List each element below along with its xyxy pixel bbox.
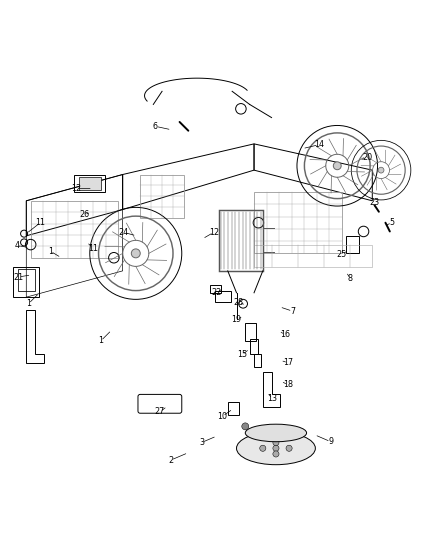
Bar (250, 339, 258, 354)
Text: 17: 17 (283, 358, 293, 367)
Bar (79, 177, 101, 190)
Circle shape (273, 445, 279, 451)
Bar (18, 269, 35, 290)
Text: 16: 16 (281, 330, 290, 339)
Circle shape (273, 440, 279, 446)
Text: 11: 11 (35, 218, 45, 227)
Bar (13, 266, 39, 297)
Text: 10: 10 (218, 412, 227, 421)
Bar (215, 290, 231, 302)
Text: 24: 24 (118, 228, 129, 237)
Bar (31, 201, 118, 258)
Bar (210, 285, 221, 293)
Text: 20: 20 (362, 154, 372, 163)
Ellipse shape (237, 432, 315, 465)
Circle shape (273, 451, 279, 457)
Bar (228, 402, 239, 415)
Text: 22: 22 (212, 288, 222, 297)
Text: 7: 7 (290, 306, 295, 316)
Bar (219, 209, 263, 271)
Ellipse shape (245, 424, 307, 442)
Bar (254, 192, 342, 253)
Circle shape (378, 167, 384, 173)
Bar (346, 236, 359, 253)
Text: 12: 12 (71, 184, 82, 193)
Text: 15: 15 (237, 351, 247, 359)
Bar (245, 324, 256, 341)
Text: 9: 9 (328, 437, 333, 446)
Text: 13: 13 (268, 394, 277, 403)
Text: 6: 6 (153, 122, 158, 131)
Text: 21: 21 (13, 272, 24, 281)
Text: 28: 28 (233, 298, 244, 307)
Text: 8: 8 (348, 274, 353, 283)
Text: 11: 11 (88, 244, 98, 253)
Text: 12: 12 (208, 228, 219, 237)
Circle shape (260, 445, 266, 451)
Circle shape (333, 162, 341, 169)
Text: 26: 26 (79, 211, 89, 219)
Text: 1: 1 (98, 336, 103, 345)
Text: 27: 27 (155, 407, 165, 416)
Text: 5: 5 (389, 218, 395, 227)
Text: 4: 4 (14, 241, 19, 250)
Circle shape (242, 423, 249, 430)
Text: 3: 3 (199, 438, 204, 447)
Circle shape (131, 249, 140, 258)
Bar (74, 174, 105, 192)
Text: 1: 1 (48, 247, 53, 256)
Circle shape (286, 445, 292, 451)
Text: 14: 14 (314, 140, 324, 149)
Text: 1: 1 (26, 299, 31, 308)
Bar (140, 174, 184, 219)
Text: 2: 2 (168, 456, 173, 465)
Bar (254, 354, 261, 367)
Text: 19: 19 (231, 314, 242, 324)
Text: 25: 25 (336, 250, 347, 259)
Text: 18: 18 (283, 380, 293, 389)
Text: 23: 23 (369, 198, 380, 207)
